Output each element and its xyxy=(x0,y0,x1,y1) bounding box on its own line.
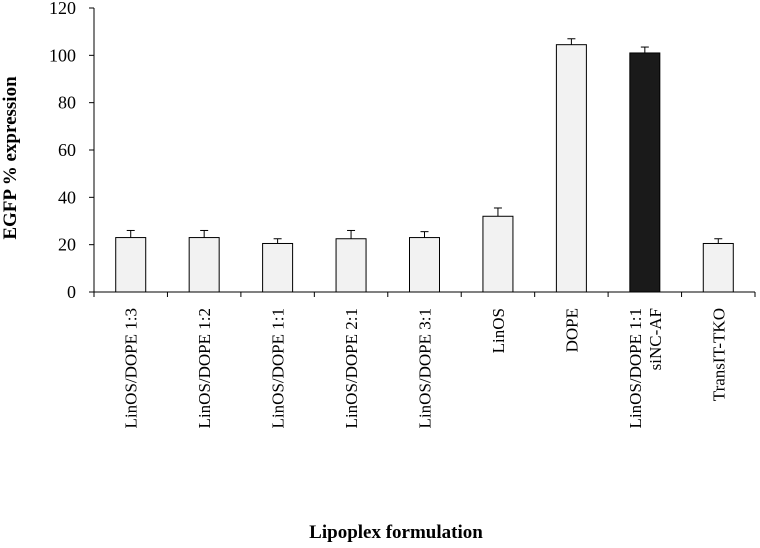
bar-4 xyxy=(335,238,367,293)
x-labels-group: LinOS/DOPE 1:3 LinOS/DOPE 1:2 LinOS/DOPE 1… xyxy=(122,308,729,428)
bar-5 xyxy=(409,237,440,293)
x-category-label-8-line-1: LinOS/DOPE 1:1 xyxy=(626,308,645,428)
bars-group xyxy=(115,44,734,293)
bar-2 xyxy=(188,237,220,293)
x-category-label-1: LinOS/DOPE 1:3 xyxy=(122,308,141,428)
x-category-label-4: LinOS/DOPE 2:1 xyxy=(342,308,361,428)
x-category-label-3: LinOS/DOPE 1:1 xyxy=(269,308,288,428)
y-ticks-group: 0 20 40 60 80 100 120 xyxy=(49,0,94,302)
x-category-label-5: LinOS/DOPE 3:1 xyxy=(416,308,435,428)
x-category-label-8-line-2: siNC-AF xyxy=(646,308,665,370)
bar-7 xyxy=(555,44,587,293)
y-tick-label-40: 40 xyxy=(58,187,76,207)
x-category-label-2: LinOS/DOPE 1:2 xyxy=(195,308,214,428)
bar-3 xyxy=(262,242,294,293)
y-tick-label-120: 120 xyxy=(49,0,76,18)
error-bars-group xyxy=(126,38,723,244)
x-axis-title: Lipoplex formulation xyxy=(309,522,483,543)
bar-6 xyxy=(482,215,514,293)
x-category-label-6: LinOS xyxy=(489,308,508,353)
x-category-label-9: TransIT-TKO xyxy=(709,308,728,401)
x-category-label-7: DOPE xyxy=(562,308,581,352)
y-tick-label-60: 60 xyxy=(58,140,76,160)
y-tick-label-80: 80 xyxy=(58,93,76,113)
y-tick-label-20: 20 xyxy=(58,235,76,255)
y-axis-title: EGFP % expression xyxy=(0,76,21,240)
y-tick-label-0: 0 xyxy=(67,282,76,302)
bar-9 xyxy=(702,242,734,293)
y-tick-label-100: 100 xyxy=(49,45,76,65)
bar-8 xyxy=(629,52,661,293)
bar-1 xyxy=(115,237,147,293)
